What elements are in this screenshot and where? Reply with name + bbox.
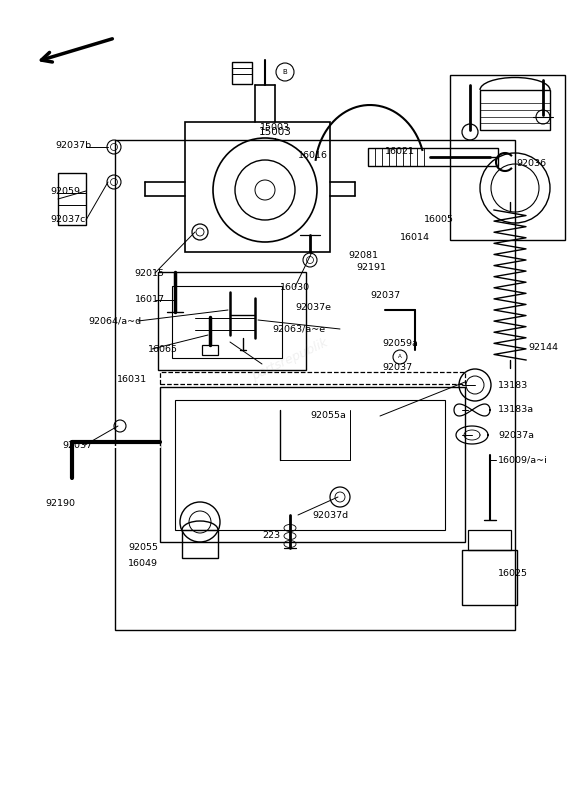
Text: 13183: 13183 bbox=[498, 381, 528, 390]
Text: 16016: 16016 bbox=[298, 150, 328, 159]
Text: 92036: 92036 bbox=[516, 158, 546, 167]
Text: partsrepublik: partsrepublik bbox=[250, 337, 330, 383]
Bar bbox=[160, 372, 465, 384]
Text: 16025: 16025 bbox=[498, 570, 528, 578]
Text: 92144: 92144 bbox=[528, 343, 558, 353]
Text: 223: 223 bbox=[262, 530, 280, 539]
Text: 92059: 92059 bbox=[50, 186, 80, 195]
Text: 92037: 92037 bbox=[370, 290, 400, 299]
Text: 16049: 16049 bbox=[128, 559, 158, 569]
Text: 92055a: 92055a bbox=[310, 411, 346, 421]
Bar bbox=[462, 550, 517, 605]
Bar bbox=[202, 345, 218, 355]
Text: 92015: 92015 bbox=[134, 269, 164, 278]
Text: 92190: 92190 bbox=[45, 498, 75, 507]
Text: B: B bbox=[283, 69, 287, 75]
Text: 13183a: 13183a bbox=[498, 406, 534, 414]
Text: 92037e: 92037e bbox=[295, 302, 331, 311]
Bar bbox=[175, 400, 445, 530]
Text: 16021: 16021 bbox=[385, 147, 415, 157]
Text: 92037b: 92037b bbox=[55, 141, 91, 150]
Text: 92063/a~e: 92063/a~e bbox=[272, 325, 325, 334]
Text: 92037: 92037 bbox=[62, 441, 92, 450]
Bar bbox=[182, 530, 218, 558]
Bar bbox=[468, 530, 511, 550]
Text: 16031: 16031 bbox=[117, 374, 147, 383]
Text: 16065: 16065 bbox=[148, 345, 178, 354]
Text: 92081: 92081 bbox=[348, 251, 378, 261]
Text: 92064/a~d: 92064/a~d bbox=[88, 317, 141, 326]
Text: 16030: 16030 bbox=[280, 282, 310, 291]
Text: 15003: 15003 bbox=[258, 127, 291, 137]
Text: 92055: 92055 bbox=[128, 543, 158, 553]
Text: 92059a: 92059a bbox=[382, 338, 418, 347]
Text: 16005: 16005 bbox=[424, 214, 454, 223]
Text: 15003: 15003 bbox=[260, 123, 290, 133]
Bar bbox=[160, 387, 465, 542]
Text: A: A bbox=[398, 354, 402, 359]
Bar bbox=[480, 90, 550, 130]
Text: 16017: 16017 bbox=[135, 295, 165, 305]
Text: 92191: 92191 bbox=[356, 262, 386, 271]
Text: 16014: 16014 bbox=[400, 234, 430, 242]
Bar bbox=[185, 122, 330, 252]
Bar bbox=[232, 62, 252, 84]
Bar bbox=[172, 286, 282, 358]
Text: 92037c: 92037c bbox=[50, 215, 86, 225]
Bar bbox=[58, 173, 86, 225]
Bar bbox=[368, 148, 498, 166]
Text: 92037a: 92037a bbox=[498, 430, 534, 439]
Text: 92037d: 92037d bbox=[312, 510, 348, 519]
Text: 16009/a~i: 16009/a~i bbox=[498, 455, 548, 465]
Bar bbox=[115, 140, 515, 630]
Bar bbox=[158, 272, 306, 370]
Text: 92037: 92037 bbox=[382, 363, 412, 373]
Bar bbox=[450, 75, 565, 240]
